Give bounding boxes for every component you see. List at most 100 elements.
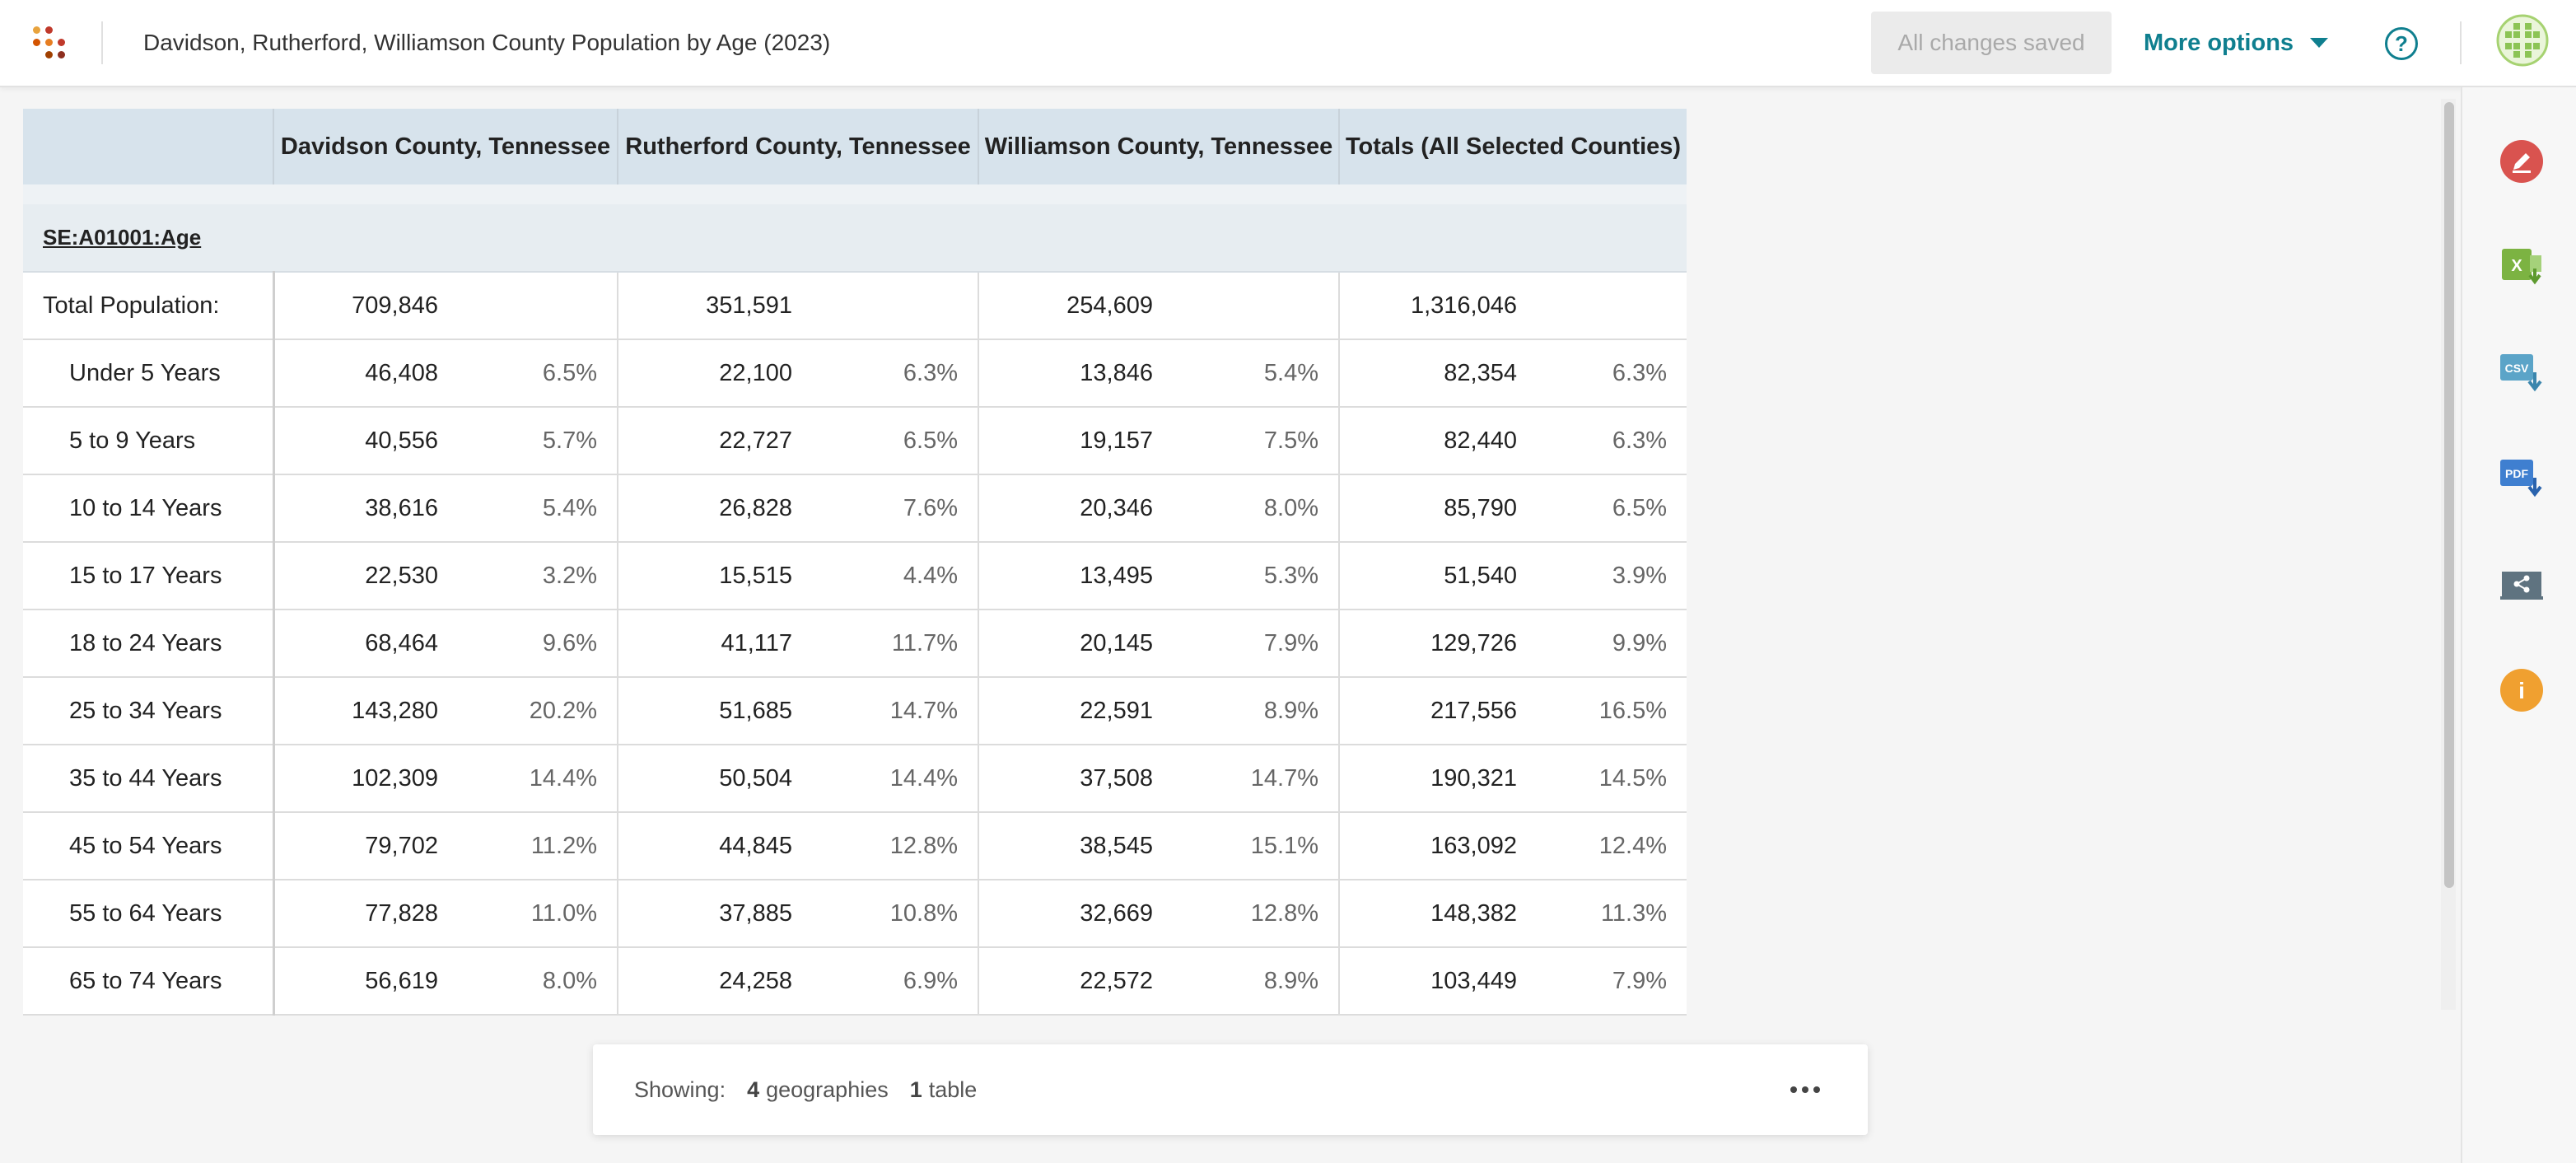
- avatar[interactable]: [2495, 13, 2550, 68]
- percent-cell: 6.5%: [458, 339, 618, 408]
- more-options-label: More options: [2144, 29, 2294, 56]
- pdf-download-icon[interactable]: PDF: [2499, 455, 2545, 501]
- percent-cell: 12.4%: [1537, 812, 1687, 880]
- vertical-scrollbar-thumb[interactable]: [2444, 102, 2454, 888]
- row-label: 15 to 17 Years: [23, 542, 275, 610]
- row-label: 10 to 14 Years: [23, 474, 275, 543]
- percent-cell: 6.9%: [812, 947, 979, 1016]
- value-cell: 40,556: [273, 407, 458, 475]
- showing-label: Showing:: [634, 1077, 726, 1102]
- percent-cell: 7.5%: [1173, 407, 1340, 475]
- section-cell: SE:A01001:Age: [23, 204, 1687, 273]
- value-cell: 37,885: [618, 880, 812, 948]
- percent-cell: 6.5%: [1537, 474, 1687, 543]
- value-cell: 709,846: [273, 272, 458, 340]
- percent-cell: 16.5%: [1537, 677, 1687, 745]
- excel-download-icon[interactable]: X: [2499, 244, 2545, 290]
- edit-icon[interactable]: [2499, 138, 2545, 184]
- row-label: Total Population:: [23, 272, 275, 340]
- corner-header-cell: [23, 109, 273, 184]
- report-content: Davidson County, Tennessee Rutherford Co…: [0, 89, 2461, 1163]
- table-spacer-row: [23, 184, 1687, 204]
- table-row: 10 to 14 Years 38,616 5.4% 26,828 7.6% 20,346…: [23, 474, 1687, 543]
- value-cell: 85,790: [1339, 474, 1537, 543]
- value-cell: 32,669: [978, 880, 1173, 948]
- spacer-cell: [23, 184, 1687, 204]
- value-cell: 22,572: [978, 947, 1173, 1016]
- top-bar: Davidson, Rutherford, Williamson County …: [0, 0, 2576, 87]
- table-row: Total Population: 709,846 351,591 254,609 1,…: [23, 272, 1687, 340]
- row-label: 18 to 24 Years: [23, 610, 275, 678]
- percent-cell: 14.4%: [812, 745, 979, 813]
- percent-cell: 7.9%: [1173, 610, 1340, 678]
- percent-cell: 6.3%: [1537, 407, 1687, 475]
- help-icon[interactable]: ?: [2385, 27, 2418, 60]
- share-icon[interactable]: [2499, 562, 2545, 608]
- percent-cell: 11.0%: [458, 880, 618, 948]
- csv-download-icon[interactable]: CSV: [2499, 349, 2545, 395]
- value-cell: 19,157: [978, 407, 1173, 475]
- percent-cell: 6.5%: [812, 407, 979, 475]
- column-header: Totals (All Selected Counties): [1337, 109, 1687, 184]
- value-cell: 38,616: [273, 474, 458, 543]
- section-link[interactable]: SE:A01001:Age: [43, 225, 202, 250]
- info-icon[interactable]: i: [2499, 667, 2545, 713]
- value-cell: 26,828: [618, 474, 812, 543]
- table-row: 15 to 17 Years 22,530 3.2% 15,515 4.4% 13,495…: [23, 542, 1687, 610]
- more-options-dropdown[interactable]: More options: [2144, 26, 2329, 59]
- percent-cell: 5.7%: [458, 407, 618, 475]
- tables-label: table: [928, 1077, 978, 1102]
- value-cell: 44,845: [618, 812, 812, 880]
- percent-cell: 9.6%: [458, 610, 618, 678]
- pdf-glyph: PDF: [2505, 467, 2528, 480]
- value-cell: 217,556: [1339, 677, 1537, 745]
- percent-cell: 9.9%: [1537, 610, 1687, 678]
- column-header: Davidson County, Tennessee: [273, 109, 618, 184]
- percent-cell: [1173, 272, 1340, 340]
- row-label: Under 5 Years: [23, 339, 275, 408]
- status-bar: Showing: 4 geographies 1 table: [593, 1044, 1868, 1135]
- percent-cell: 5.3%: [1173, 542, 1340, 610]
- help-glyph: ?: [2395, 30, 2408, 56]
- row-label: 45 to 54 Years: [23, 812, 275, 880]
- value-cell: 351,591: [618, 272, 812, 340]
- value-cell: 50,504: [618, 745, 812, 813]
- percent-cell: 12.8%: [1173, 880, 1340, 948]
- percent-cell: 5.4%: [458, 474, 618, 543]
- column-header: Williamson County, Tennessee: [978, 109, 1339, 184]
- table-row: 18 to 24 Years 68,464 9.6% 41,117 11.7% 20,14…: [23, 610, 1687, 678]
- percent-cell: 14.4%: [458, 745, 618, 813]
- percent-cell: 11.3%: [1537, 880, 1687, 948]
- value-cell: 22,100: [618, 339, 812, 408]
- geographies-label: geographies: [766, 1077, 889, 1102]
- value-cell: 56,619: [273, 947, 458, 1016]
- value-cell: 15,515: [618, 542, 812, 610]
- value-cell: 79,702: [273, 812, 458, 880]
- value-cell: 20,145: [978, 610, 1173, 678]
- percent-cell: [458, 272, 618, 340]
- csv-glyph: CSV: [2505, 362, 2529, 375]
- percent-cell: 8.0%: [458, 947, 618, 1016]
- table-section-row: SE:A01001:Age: [23, 204, 1687, 273]
- column-header: Rutherford County, Tennessee: [617, 109, 978, 184]
- app-grid-logo-icon[interactable]: [33, 26, 66, 59]
- topbar-divider-right: [2460, 21, 2462, 64]
- table-row: 45 to 54 Years 79,702 11.2% 44,845 12.8% 38,5…: [23, 812, 1687, 880]
- percent-cell: 7.9%: [1537, 947, 1687, 1016]
- value-cell: 22,591: [978, 677, 1173, 745]
- save-status-button[interactable]: All changes saved: [1871, 12, 2112, 74]
- more-actions-ellipsis-icon[interactable]: [1790, 1077, 1820, 1102]
- value-cell: 51,685: [618, 677, 812, 745]
- percent-cell: 8.9%: [1173, 947, 1340, 1016]
- value-cell: 143,280: [273, 677, 458, 745]
- percent-cell: 6.3%: [812, 339, 979, 408]
- value-cell: 22,727: [618, 407, 812, 475]
- row-label: 5 to 9 Years: [23, 407, 275, 475]
- value-cell: 163,092: [1339, 812, 1537, 880]
- value-cell: 51,540: [1339, 542, 1537, 610]
- percent-cell: 11.2%: [458, 812, 618, 880]
- value-cell: 82,354: [1339, 339, 1537, 408]
- table-header-row: Davidson County, Tennessee Rutherford Co…: [23, 109, 1687, 184]
- table-row: 65 to 74 Years 56,619 8.0% 24,258 6.9% 22,572…: [23, 947, 1687, 1016]
- value-cell: 148,382: [1339, 880, 1537, 948]
